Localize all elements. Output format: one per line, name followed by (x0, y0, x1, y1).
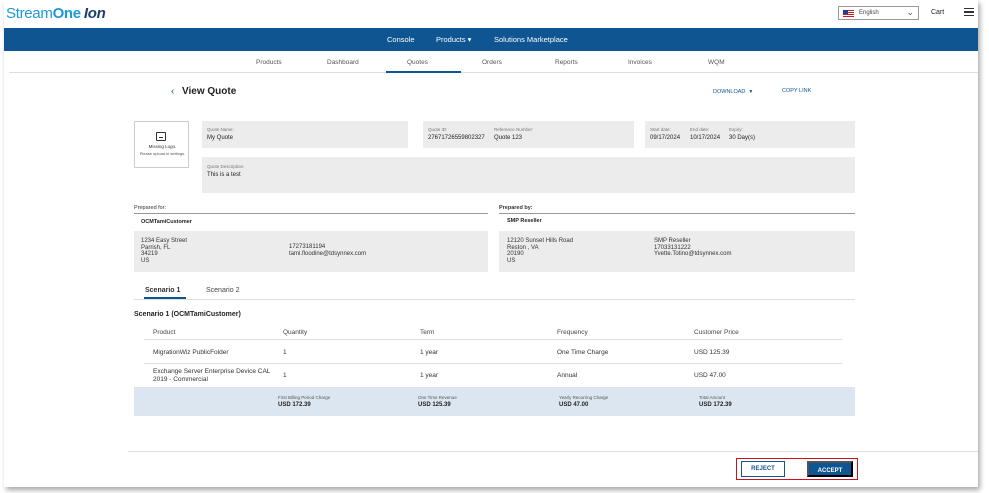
page-title: View Quote (182, 86, 237, 97)
quote-name-label: Quote Name: (207, 127, 234, 132)
end-date-value: 10/17/2024 (690, 135, 721, 141)
totals-summary: First Billing Period Charge USD 172.39 O… (134, 387, 855, 416)
chevron-down-icon: ⌄ (906, 7, 914, 17)
row-frequency: Annual (557, 372, 578, 379)
quote-description-panel: Quote Description: This is a test (202, 157, 855, 193)
app-window: StreamOne Ion English ⌄ Cart Console Prod… (4, 0, 978, 487)
one-time-revenue-value: USD 125.39 (418, 402, 451, 408)
prepared-by-address: 12120 Sunset Hills Road Reston , VA 2019… (507, 238, 574, 264)
row-product: MigrationWiz PublicFolder (153, 349, 229, 356)
tab-scenario-2[interactable]: Scenario 2 (206, 287, 240, 294)
hamburger-menu-icon[interactable] (964, 8, 974, 16)
quote-id-label: Quote ID: (428, 127, 448, 132)
language-value: English (859, 10, 879, 16)
sub-nav: Products Dashboard Quotes Orders Reports… (9, 51, 978, 73)
tab-reports[interactable]: Reports (555, 59, 578, 66)
first-billing-value: USD 172.39 (278, 402, 311, 408)
total-amount-label: Total Amount (699, 395, 726, 400)
language-select[interactable]: English ⌄ (838, 6, 919, 20)
copy-link-button[interactable]: COPY LINK (782, 88, 812, 94)
quote-description-value: This is a test (207, 172, 241, 178)
prepared-by-divider (499, 213, 855, 214)
expiry-label: Expiry: (729, 127, 743, 132)
top-bar: StreamOne Ion English ⌄ Cart (4, 0, 978, 28)
reject-button[interactable]: REJECT (741, 461, 785, 477)
us-flag-icon (843, 10, 854, 17)
brand-logo[interactable]: StreamOne Ion (6, 5, 106, 22)
prepared-by-label: Prepared by: (499, 205, 533, 211)
start-date-value: 09/17/2024 (650, 135, 681, 141)
row-quantity: 1 (283, 372, 287, 379)
download-button[interactable]: DOWNLOAD ▼ (713, 89, 754, 95)
caret-down-icon: ▼ (748, 89, 754, 95)
tabs-divider (134, 299, 855, 300)
row-term: 1 year (420, 349, 439, 356)
company-logo-placeholder: Missing Logo. Please upload in settings. (134, 121, 189, 168)
start-date-label: Start date: (650, 127, 671, 132)
expiry-value: 30 Day(s) (729, 135, 756, 141)
cart-link[interactable]: Cart (931, 9, 945, 16)
nav-console[interactable]: Console (387, 35, 415, 44)
quote-name-value: My Quote (207, 135, 234, 141)
row-frequency: One Time Charge (557, 349, 609, 356)
footer-divider (128, 451, 978, 452)
reference-number-value: Quote 123 (494, 135, 523, 141)
nav-solutions-marketplace[interactable]: Solutions Marketplace (494, 35, 568, 44)
quote-id-panel: Quote ID: 27671726559802327 Reference Nu… (423, 121, 634, 148)
nav-products[interactable]: Products ▾ (436, 35, 472, 44)
quote-dates-panel: Start date: 09/17/2024 End date: 10/17/2… (645, 121, 855, 148)
header-divider (144, 339, 842, 340)
scenario-title: Scenario 1 (OCMTamiCustomer) (134, 311, 241, 318)
row-price: USD 125.39 (694, 349, 730, 356)
missing-logo-subtitle: Please upload in settings. (139, 151, 186, 156)
total-amount-value: USD 172.39 (699, 402, 732, 408)
prepared-by-panel: 12120 Sunset Hills Road Reston , VA 2019… (499, 231, 855, 272)
row-product: Exchange Server Enterprise Device CAL 20… (153, 368, 271, 383)
column-header-product: Product (153, 329, 176, 336)
tab-orders[interactable]: Orders (482, 59, 502, 66)
row-divider (144, 363, 842, 364)
back-arrow-icon[interactable]: ‹ (171, 86, 175, 97)
tab-scenario-1[interactable]: Scenario 1 (145, 287, 181, 294)
accept-button[interactable]: ACCEPT (807, 461, 853, 477)
column-header-quantity: Quantity (283, 329, 308, 336)
row-price: USD 47.00 (694, 372, 726, 379)
main-nav: Console Products ▾ Solutions Marketplace (4, 28, 978, 51)
prepared-for-company: OCMTamiCustomer (141, 219, 192, 225)
tab-invoices[interactable]: Invoices (628, 59, 652, 66)
prepared-by-contact: SMP Reseller 17033131222 Yvette.Totino@t… (654, 238, 732, 257)
reference-number-label: Reference Number: (494, 127, 534, 132)
quote-id-value: 27671726559802327 (428, 135, 485, 141)
tab-dashboard[interactable]: Dashboard (327, 59, 359, 66)
column-header-term: Term (420, 329, 435, 336)
yearly-recurring-label: Yearly Recurring Charge (559, 395, 609, 400)
tab-wqm[interactable]: WQM (708, 59, 725, 66)
active-scenario-indicator (144, 297, 186, 299)
row-term: 1 year (420, 372, 439, 379)
missing-logo-title: Missing Logo. (148, 144, 177, 149)
tab-products[interactable]: Products (256, 59, 282, 66)
prepared-for-divider (134, 213, 488, 214)
end-date-label: End date: (690, 127, 710, 132)
active-tab-indicator (386, 71, 461, 73)
yearly-recurring-value: USD 47.00 (559, 402, 589, 408)
quote-name-panel: Quote Name: My Quote (202, 121, 408, 148)
prepared-by-company: SMP Reseller (507, 218, 542, 224)
column-header-frequency: Frequency (557, 329, 588, 336)
prepared-for-label: Prepared for: (134, 205, 167, 211)
prepared-for-panel: 1234 Easy Street Parrish, FL 34219 US 17… (134, 231, 488, 272)
tab-quotes[interactable]: Quotes (407, 59, 428, 66)
one-time-revenue-label: One Time Revenue (418, 395, 457, 400)
prepared-for-address: 1234 Easy Street Parrish, FL 34219 US (141, 238, 188, 264)
column-header-customer-price: Customer Price (694, 329, 739, 336)
row-quantity: 1 (283, 349, 287, 356)
first-billing-label: First Billing Period Charge (278, 395, 331, 400)
image-icon (156, 132, 166, 141)
action-highlight (736, 458, 858, 480)
quote-description-label: Quote Description: (207, 164, 245, 169)
prepared-for-contact: 17273181194 tami.floodine@tdsynnex.com (289, 244, 367, 257)
